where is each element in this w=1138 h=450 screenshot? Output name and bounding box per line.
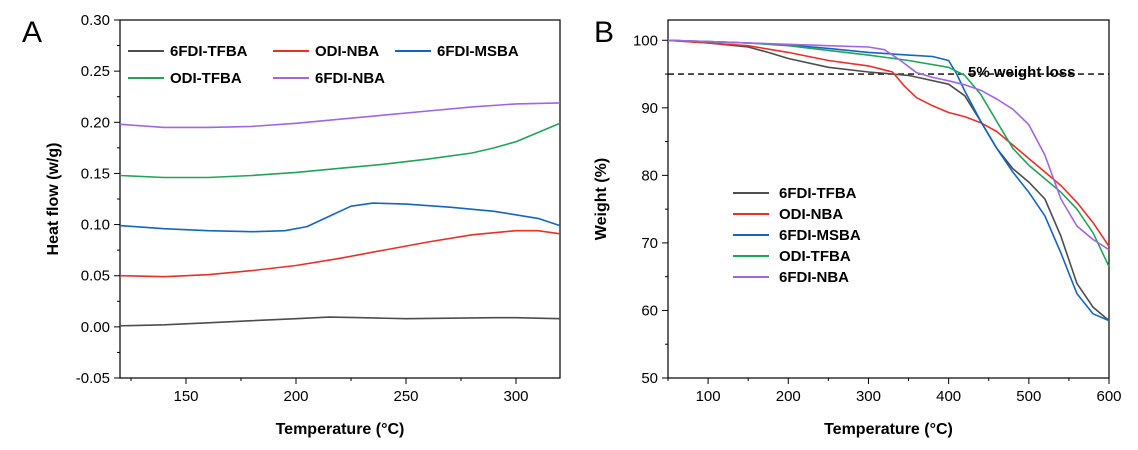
- y-tick-label: 100: [633, 32, 658, 49]
- x-tick-label: 300: [856, 388, 881, 405]
- legend-label: ODI-NBA: [315, 43, 379, 60]
- y-tick-label: -0.05: [76, 370, 110, 387]
- plot-frame: [667, 19, 1110, 379]
- legend: 6FDI-TFBA ODI-NBA 6FDI-MSBA ODI-TFBA 6FDI-NB…: [733, 185, 861, 286]
- y-tick-label: 0.20: [81, 114, 110, 131]
- y-tick-label: 0.00: [81, 319, 110, 336]
- legend-label: 6FDI-NBA: [315, 70, 385, 87]
- y-tick-label: 60: [641, 302, 658, 319]
- legend-label: 6FDI-MSBA: [437, 43, 519, 60]
- panel-a: A 150 200 250 300 -0.05 0.00 0.05 0.10 0.15 0.20 0.…: [22, 12, 561, 438]
- series-line-6fdi-tfba: [119, 316, 561, 327]
- legend-label: 6FDI-MSBA: [779, 227, 861, 244]
- series-line-odi-nba: [119, 229, 561, 278]
- y-tick-label: 0.10: [81, 217, 110, 234]
- series-line-odi-nba: [667, 39, 1110, 247]
- y-tick-label: 50: [641, 370, 658, 387]
- x-tick-label: 100: [696, 388, 721, 405]
- x-axis-title: Temperature (°C): [824, 421, 953, 438]
- panel-b: B 100 200 300 400 500 600 50 60 70 80 90 100 Temperat…: [593, 16, 1122, 438]
- x-tick-label: 400: [936, 388, 961, 405]
- series-line-6fdi-tfba: [667, 39, 1110, 322]
- series-line-6fdi-msba: [667, 39, 1110, 322]
- y-axis-title: Weight (%): [593, 158, 610, 240]
- x-axis-title: Temperature (°C): [276, 421, 405, 438]
- x-tick-label: 300: [503, 388, 528, 405]
- series-line-6fdi-msba: [119, 202, 561, 233]
- legend-label: 6FDI-NBA: [779, 269, 849, 286]
- y-axis-title: Heat flow (w/g): [45, 143, 62, 256]
- x-tick-label: 600: [1096, 388, 1121, 405]
- legend-label: ODI-TFBA: [170, 70, 242, 87]
- y-tick-label: 0.30: [81, 12, 110, 29]
- y-tick-label: 0.15: [81, 165, 110, 182]
- series-line-odi-tfba: [667, 39, 1110, 267]
- legend-label: 6FDI-TFBA: [170, 43, 248, 60]
- y-tick-label: 80: [641, 167, 658, 184]
- x-tick-label: 250: [393, 388, 418, 405]
- x-tick-label: 150: [173, 388, 198, 405]
- y-tick-label: 90: [641, 100, 658, 117]
- x-tick-label: 200: [283, 388, 308, 405]
- x-tick-label: 500: [1016, 388, 1041, 405]
- series-line-6fdi-nba: [667, 39, 1110, 251]
- legend: 6FDI-TFBA ODI-NBA 6FDI-MSBA ODI-TFBA 6FDI-NB…: [128, 43, 519, 87]
- panel-letter: B: [594, 16, 614, 49]
- y-tick-label: 70: [641, 235, 658, 252]
- legend-label: 6FDI-TFBA: [779, 185, 857, 202]
- x-tick-label: 200: [776, 388, 801, 405]
- panel-letter: A: [22, 16, 42, 49]
- legend-label: ODI-TFBA: [779, 248, 851, 265]
- y-tick-label: 0.05: [81, 268, 110, 285]
- series-line-odi-tfba: [119, 122, 561, 179]
- reference-line-label: 5% weight loss: [968, 64, 1076, 81]
- legend-label: ODI-NBA: [779, 206, 843, 223]
- series-line-6fdi-nba: [119, 102, 561, 129]
- y-tick-label: 0.25: [81, 63, 110, 80]
